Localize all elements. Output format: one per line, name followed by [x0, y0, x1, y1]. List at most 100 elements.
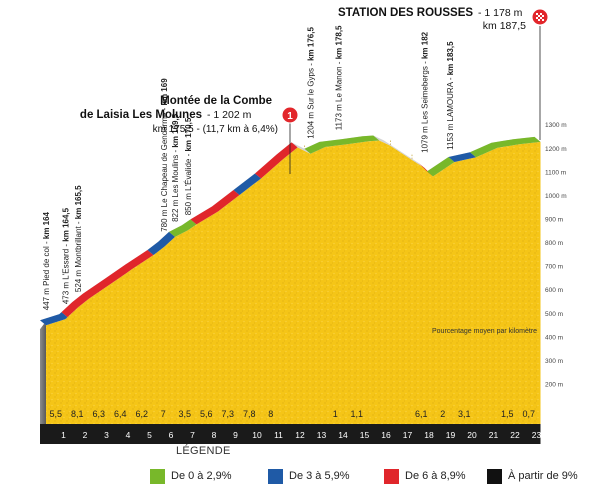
legend-item-hard: De 6 à 8,9% — [384, 468, 466, 484]
checkered-flag-icon — [536, 13, 544, 21]
gradient-value: 1 — [333, 409, 338, 419]
place-name: 1204 m Sur le Gyps - — [306, 61, 315, 139]
place-km: km 182 — [420, 31, 429, 59]
legend-label: À partir de 9% — [508, 470, 578, 482]
km-label: 20 — [467, 430, 477, 440]
altitude-tick-label: 600 m — [545, 287, 563, 294]
altitude-tick-label: 900 m — [545, 217, 563, 224]
profile-body — [40, 135, 541, 425]
place-km: km 176,5 — [306, 27, 315, 61]
gradient-segment-moderate — [448, 152, 476, 162]
gradient-value: 6,4 — [114, 409, 127, 419]
km-label: 19 — [446, 430, 456, 440]
legend-label: De 0 à 2,9% — [171, 470, 232, 482]
gradient-value: 5,6 — [200, 409, 213, 419]
legend-item-steep: À partir de 9% — [487, 468, 578, 484]
km-label: 23 — [532, 430, 542, 440]
place-label: 524 m Montbrillant - km 165,5 — [74, 185, 83, 292]
km-label: 18 — [424, 430, 434, 440]
finish-annotation: STATION DES ROUSSES - 1 178 m km 187,5 — [338, 7, 549, 140]
km-label: 15 — [360, 430, 370, 440]
gradient-segment-hard — [190, 189, 240, 225]
gradient-value: 2 — [440, 409, 445, 419]
gradient-value: 6,3 — [92, 409, 105, 419]
gradient-segment-hard — [61, 250, 154, 318]
distance-base-bar: 1 2 3 4 5 6 7 8 9 10 11 12 13 14 15 16 17 18 19 20 21 22 235,5… — [40, 409, 541, 444]
altitude-tick-label: 300 m — [545, 358, 563, 365]
place-name: 1173 m Le Manon - — [334, 59, 343, 130]
place-label: 822 m Les Moulins - km 169,5 — [171, 113, 180, 222]
legend-label: De 3 à 5,9% — [289, 470, 350, 482]
climb-number: 1 — [287, 111, 293, 122]
km-label: 16 — [381, 430, 391, 440]
gradient-value: 0,7 — [522, 409, 535, 419]
place-name: 822 m Les Moulins - — [171, 148, 180, 222]
place-name: 1079 m Les Seimebergs - — [420, 59, 429, 153]
km-label: 9 — [233, 430, 238, 440]
profile-side-face — [40, 321, 46, 424]
km-label: 22 — [510, 430, 520, 440]
finish-km: km 187,5 — [483, 20, 526, 32]
km-label: 5 — [147, 430, 152, 440]
climb-name-line2: de Laisia Les Molunes — [80, 109, 202, 121]
climb-marker-icon — [281, 106, 299, 124]
km-label: 2 — [83, 430, 88, 440]
place-name: 780 m Le Chapeau de Gendarme - — [160, 105, 169, 231]
gradient-segment-easy — [304, 135, 380, 154]
place-km: km 169 — [160, 78, 169, 106]
place-label: 473 m L'Essard - km 164,5 — [61, 207, 70, 304]
climb-name-line1: Montée de la Combe — [160, 95, 272, 107]
gradient-value: 7,8 — [243, 409, 256, 419]
gradient-segment-easy — [470, 136, 541, 158]
place-km: km 165,5 — [74, 185, 83, 219]
place-km: km 183,5 — [446, 41, 455, 75]
place-name: 473 m L'Essard - — [61, 242, 70, 304]
legend: LÉGENDE De 0 à 2,9% De 3 à 5,9% De 6 à 8,9… — [150, 445, 600, 500]
km-label: 4 — [126, 430, 131, 440]
place-label: 447 m Pied de col - km 164 — [42, 211, 51, 310]
legend-item-moderate: De 3 à 5,9% — [268, 468, 350, 484]
climb-annotation: 1 Montée de la Combe de Laisia Les Molun… — [80, 95, 299, 174]
km-label: 1 — [61, 430, 66, 440]
finish-altitude: - 1 178 m — [478, 7, 523, 19]
altitude-tick-label: 1000 m — [545, 193, 567, 200]
checker-square — [536, 13, 538, 15]
gradient-value: 6,2 — [135, 409, 148, 419]
gradient-segment-moderate — [233, 173, 261, 195]
altitude-axis: 200 m 300 m 400 m 500 m 600 m 700 m 800 m 900 m… — [545, 122, 567, 388]
km-label: 10 — [252, 430, 262, 440]
gradient-value: 7 — [161, 409, 166, 419]
gradient-segment-easy — [169, 219, 197, 237]
gradient-value: 6,1 — [415, 409, 428, 419]
place-name: 524 m Montbrillant - — [74, 219, 83, 292]
place-km: km 164,5 — [61, 207, 70, 241]
place-km: km 170,5 — [184, 117, 193, 151]
place-label: 1153 m LAMOURA - km 183,5 — [446, 41, 455, 150]
checker-square — [536, 17, 538, 19]
checker-square — [538, 19, 540, 21]
distance-bar — [40, 424, 541, 444]
checker-square — [540, 13, 542, 15]
place-label: 1173 m Le Manon - km 178,5 — [334, 25, 343, 130]
km-label: 14 — [338, 430, 348, 440]
km-label: 6 — [169, 430, 174, 440]
altitude-tick-label: 1200 m — [545, 146, 567, 153]
place-label: 850 m L'Évalide - km 170,5 — [184, 117, 193, 215]
altitude-tick-label: 1300 m — [545, 122, 567, 129]
legend-swatch — [487, 468, 502, 484]
gradient-segment-moderate — [147, 231, 175, 256]
place-labels: 447 m Pied de col - km 164 473 m L'Essard… — [42, 25, 455, 310]
altitude-tick-label: 800 m — [545, 240, 563, 247]
gradient-value: 1,1 — [350, 409, 363, 419]
legend-label: De 6 à 8,9% — [405, 470, 466, 482]
km-label: 8 — [212, 430, 217, 440]
place-label: 1079 m Les Seimebergs - km 182 — [420, 31, 429, 153]
climb-detail: km 175,5 - (11,7 km à 6,4%) — [153, 124, 278, 135]
gradient-value: 3,5 — [178, 409, 191, 419]
gradient-value: 7,3 — [221, 409, 234, 419]
place-km: km 164 — [42, 211, 51, 239]
place-label: 1204 m Sur le Gyps - km 176,5 — [306, 27, 315, 139]
km-label: 11 — [274, 430, 283, 440]
average-gradient-note: Pourcentage moyen par kilomètre — [432, 328, 537, 335]
